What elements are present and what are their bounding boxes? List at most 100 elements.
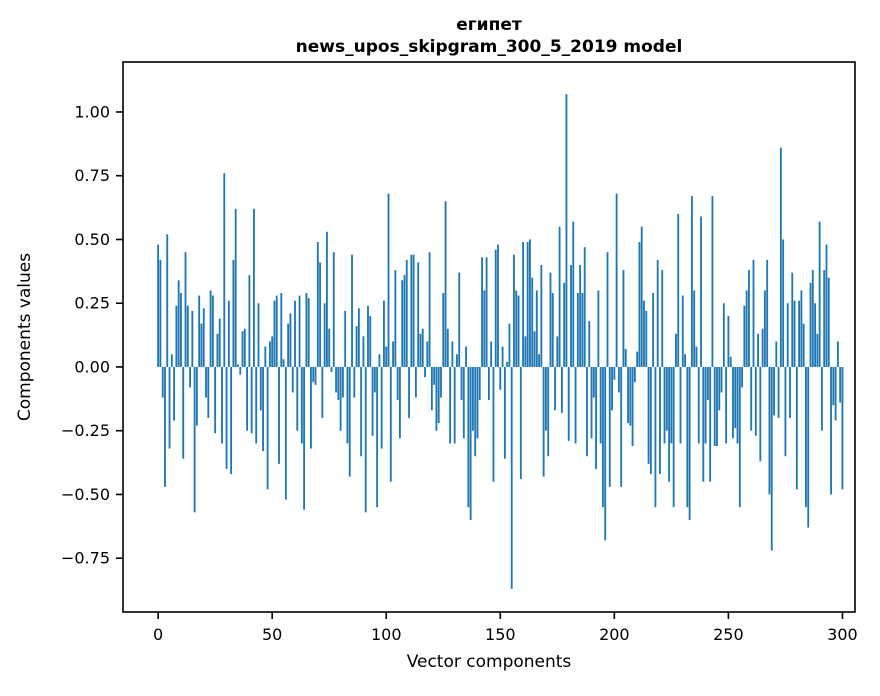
bar [677,213,680,367]
bar [620,366,623,487]
bar [316,242,319,367]
bar [253,208,255,367]
bar [159,259,162,367]
bar [307,298,310,367]
bar [182,366,185,459]
bar [458,272,461,367]
x-tick-label: 100 [371,625,402,644]
bar [364,366,367,513]
bar [736,366,739,444]
bar [273,300,276,367]
bar [357,308,360,367]
bar [800,290,803,367]
bar [711,196,714,367]
bar [716,366,718,446]
bar [223,173,226,367]
bar [205,366,207,398]
bar [408,366,410,418]
bar [209,290,212,367]
bar [697,366,700,444]
bar [353,366,356,398]
bar [791,272,794,367]
bar [825,244,828,367]
bar [706,366,709,401]
bar [821,366,823,431]
bar [725,366,728,444]
bar [478,366,481,401]
bar [633,366,636,383]
bar [440,366,442,398]
bar [547,366,550,457]
bar [839,366,842,403]
bar [809,282,812,367]
bar [690,196,693,367]
bar [752,259,755,367]
x-tick-label: 0 [153,625,163,644]
bar [446,328,449,367]
bar [298,295,301,367]
bar [779,147,782,367]
bar [157,244,160,367]
bar [709,366,712,482]
y-tick-label: 0.50 [74,230,110,249]
bar [722,303,725,367]
plot-area-border [122,61,856,613]
bar [617,366,620,393]
bar [732,366,734,439]
bar [554,366,556,411]
bar [373,366,376,393]
bar [239,366,242,375]
bar [268,341,271,367]
bar [177,280,180,367]
bar [410,254,413,367]
bar [522,242,525,367]
bar [795,366,798,490]
bar [243,328,246,367]
bar [401,280,404,367]
bar [371,366,374,436]
bar [757,333,759,367]
bar [592,366,595,398]
bar [462,366,465,439]
bar [567,366,570,441]
bar [230,366,233,475]
bar [351,254,353,367]
bar [323,303,326,367]
bar [271,336,274,367]
bar [606,252,609,367]
bar [314,366,317,385]
bar [654,366,657,508]
bar [186,305,189,367]
bar [661,270,664,367]
bar [341,366,344,398]
bar [777,366,780,418]
bar [487,366,490,401]
bar [444,201,447,367]
bar [471,366,474,431]
bar [533,331,536,367]
bar [570,264,572,367]
bar [207,366,210,418]
bar [579,264,582,367]
bar [581,293,584,367]
bar [659,366,661,475]
bar [524,336,527,367]
y-tick-label: 0.75 [74,166,110,185]
bar [684,354,686,367]
bar [595,366,598,469]
bar [367,305,369,367]
bar [284,366,287,500]
bar [266,366,269,490]
chart-subtitle: news_upos_skipgram_300_5_2019 model [296,37,683,57]
bar [328,328,331,367]
bar [836,341,839,367]
bar [807,366,810,528]
x-tick-label: 50 [262,625,282,644]
bar [344,310,347,367]
bar [380,366,383,449]
bar [629,366,632,426]
bar [474,366,477,457]
bar [814,303,817,367]
bar [679,366,682,444]
